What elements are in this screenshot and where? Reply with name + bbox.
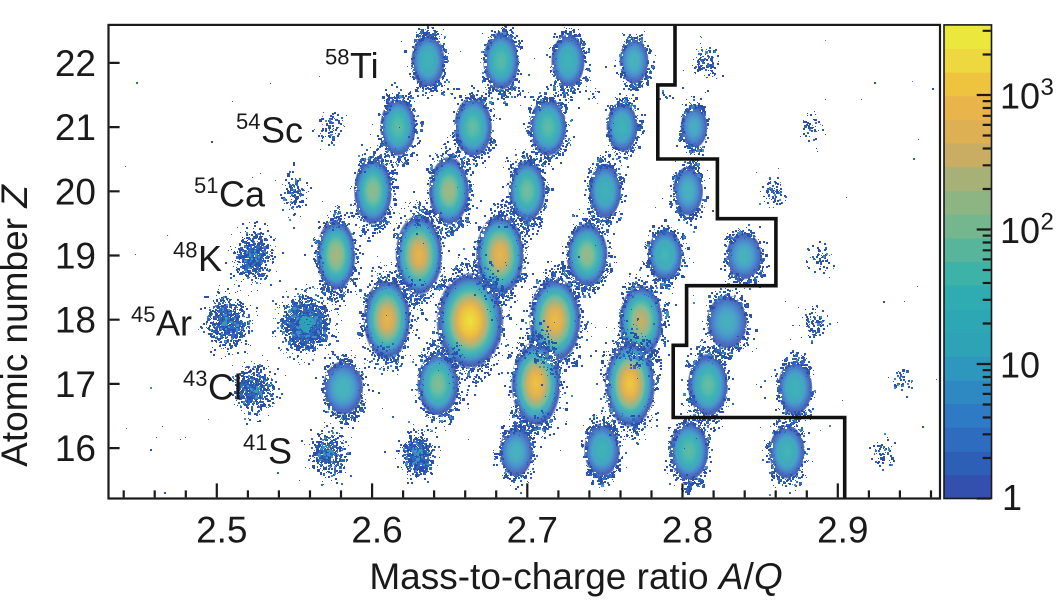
svg-text:48: 48 [173, 238, 197, 263]
svg-text:16: 16 [55, 428, 96, 469]
svg-text:10: 10 [1000, 344, 1040, 385]
svg-text:Ca: Ca [219, 174, 266, 215]
svg-text:10: 10 [1000, 210, 1040, 251]
svg-text:10: 10 [1000, 75, 1040, 116]
svg-text:Ar: Ar [156, 303, 192, 344]
svg-text:S: S [268, 431, 292, 472]
svg-text:Sc: Sc [261, 110, 303, 151]
svg-text:2.8: 2.8 [662, 510, 713, 551]
svg-text:21: 21 [55, 107, 96, 148]
svg-text:18: 18 [55, 300, 96, 341]
svg-text:Mass-to-charge ratio A/Q: Mass-to-charge ratio A/Q [369, 556, 782, 597]
svg-text:Cl: Cl [208, 367, 242, 408]
svg-text:3: 3 [1041, 74, 1054, 101]
svg-text:54: 54 [236, 109, 260, 134]
svg-text:K: K [198, 238, 222, 279]
svg-text:2.9: 2.9 [817, 510, 868, 551]
svg-text:51: 51 [194, 173, 218, 198]
svg-text:1: 1 [1002, 477, 1022, 518]
svg-text:Atomic number Z: Atomic number Z [0, 184, 35, 467]
svg-text:17: 17 [55, 364, 96, 405]
svg-text:Ti: Ti [350, 45, 379, 86]
svg-text:41: 41 [243, 430, 267, 455]
svg-text:45: 45 [131, 302, 155, 327]
svg-text:2.7: 2.7 [507, 510, 558, 551]
svg-text:58: 58 [325, 45, 349, 70]
svg-text:2: 2 [1041, 209, 1054, 236]
svg-text:22: 22 [55, 43, 96, 84]
svg-text:2.6: 2.6 [351, 510, 402, 551]
svg-text:43: 43 [183, 366, 207, 391]
svg-text:2.5: 2.5 [196, 510, 247, 551]
svg-text:20: 20 [55, 171, 96, 212]
svg-text:19: 19 [55, 236, 96, 277]
